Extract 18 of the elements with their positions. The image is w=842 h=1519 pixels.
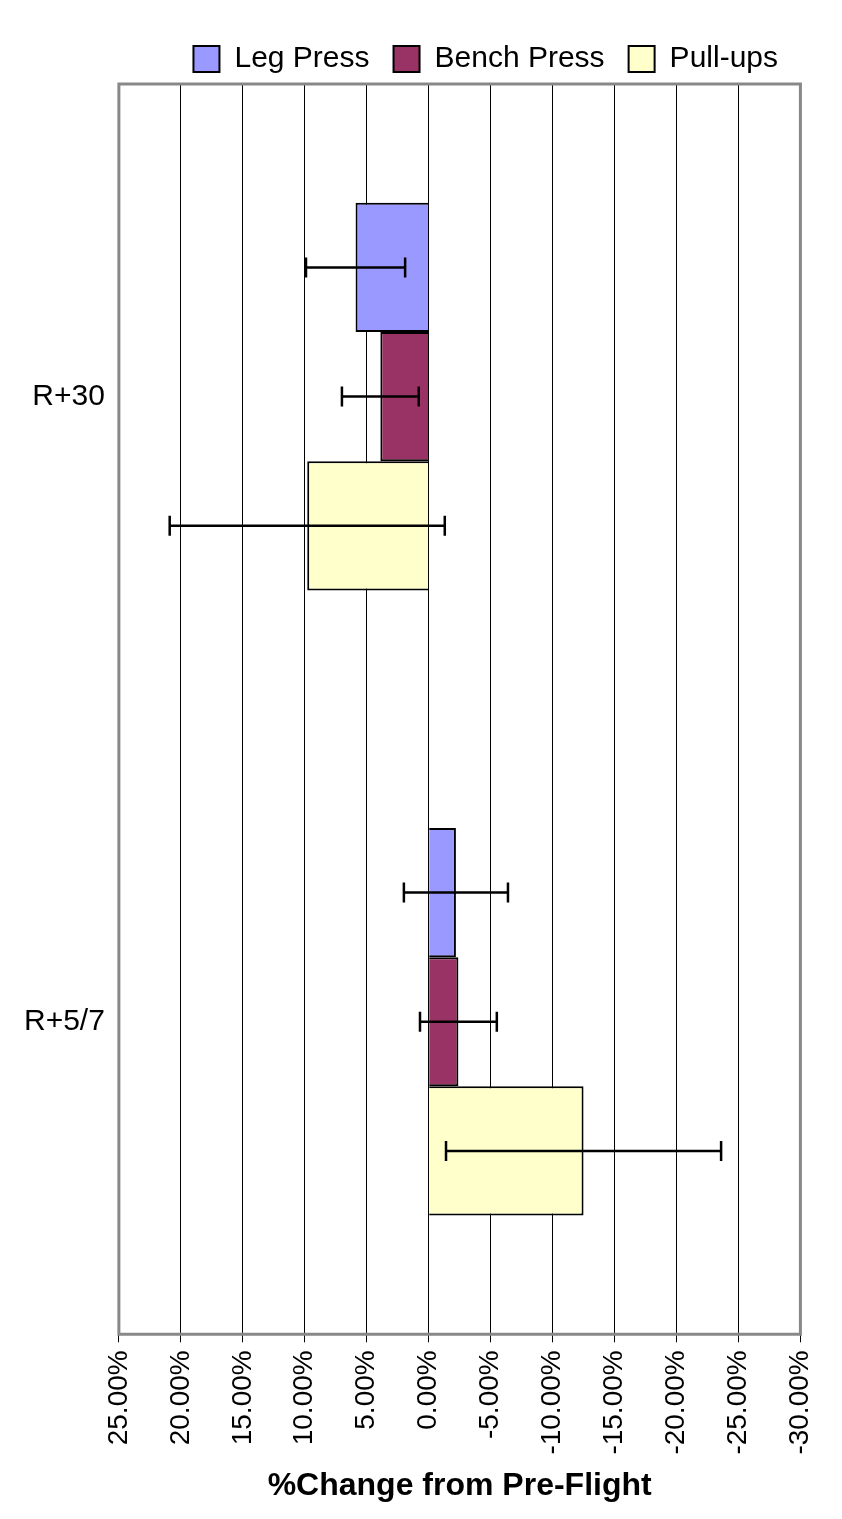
x-tick-label: 10.00% [287,1350,319,1446]
x-tick-label: -25.00% [721,1350,753,1455]
x-axis-title: %Change from Pre-Flight [267,1465,652,1502]
x-tick-label: 15.00% [225,1350,257,1446]
x-tick-label: -5.00% [473,1350,505,1440]
x-tick-label: -30.00% [783,1350,815,1455]
x-tick-label: 25.00% [101,1350,133,1446]
x-tick-label: 20.00% [163,1350,195,1446]
x-tick-label: -10.00% [535,1350,567,1455]
x-tick-label: 0.00% [411,1350,443,1430]
legend-label: Pull-ups [669,40,779,74]
x-tick-label: -15.00% [597,1350,629,1455]
x-tick-label: -20.00% [659,1350,691,1455]
y-tick-label: R+5/7 [24,1003,105,1036]
y-tick-label: R+30 [32,377,105,411]
legend-label: Bench Press [434,40,605,74]
legend-label: Leg Press [234,40,370,74]
x-tick-label: 5.00% [349,1350,381,1430]
